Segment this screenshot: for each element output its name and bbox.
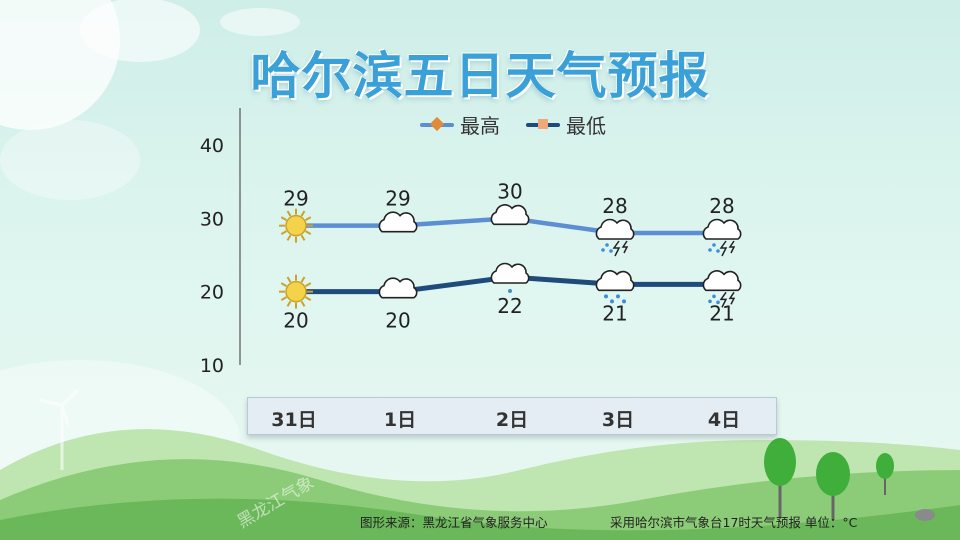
data-label: 28	[709, 194, 734, 218]
data-label: 21	[709, 301, 734, 325]
date-label: 4日	[707, 409, 741, 431]
cloudy-icon	[378, 277, 418, 299]
thunderstorm-icon	[702, 270, 742, 308]
source-text: 图形来源：黑龙江省气象服务中心	[360, 515, 548, 530]
data-label: 22	[497, 294, 522, 318]
legend-marker-low	[538, 118, 548, 129]
y-tick-label: 10	[200, 355, 224, 377]
unit-note: 采用哈尔滨市气象台17时天气预报 单位：°C	[610, 515, 858, 530]
data-label: 28	[602, 194, 627, 218]
date-label: 1日	[383, 409, 417, 431]
legend-item-low: 最低	[526, 110, 606, 139]
data-label: 30	[497, 179, 522, 203]
data-label: 20	[385, 309, 410, 333]
thunderstorm-icon	[595, 218, 635, 257]
data-label: 29	[385, 187, 410, 211]
data-label: 29	[283, 187, 308, 211]
date-label: 2日	[495, 409, 529, 431]
y-tick-label: 20	[200, 282, 224, 304]
page-title: 哈尔滨五日天气预报	[250, 47, 710, 105]
thunderstorm-icon	[702, 218, 742, 257]
data-label: 20	[283, 309, 308, 333]
sunny-icon	[279, 208, 313, 243]
date-label: 3日	[601, 409, 635, 431]
legend-label-high: 最高	[460, 114, 500, 138]
legend-item-high: 最高	[420, 110, 500, 139]
y-tick-label: 40	[200, 135, 224, 157]
legend-label-low: 最低	[566, 114, 606, 138]
date-bar: 31日 1日 2日 3日 4日	[247, 397, 777, 435]
chart-legend: 最高 最低	[420, 110, 606, 139]
legend-line-high	[420, 116, 454, 131]
legend-line-low	[526, 118, 560, 129]
light-rain-icon	[490, 262, 530, 293]
rain-icon	[595, 270, 635, 304]
cloudy-icon	[378, 211, 418, 233]
y-tick-label: 30	[200, 208, 224, 230]
data-label: 21	[602, 301, 627, 325]
sunny-icon	[279, 274, 313, 309]
cloudy-icon	[490, 204, 530, 226]
date-label: 31日	[271, 409, 317, 431]
